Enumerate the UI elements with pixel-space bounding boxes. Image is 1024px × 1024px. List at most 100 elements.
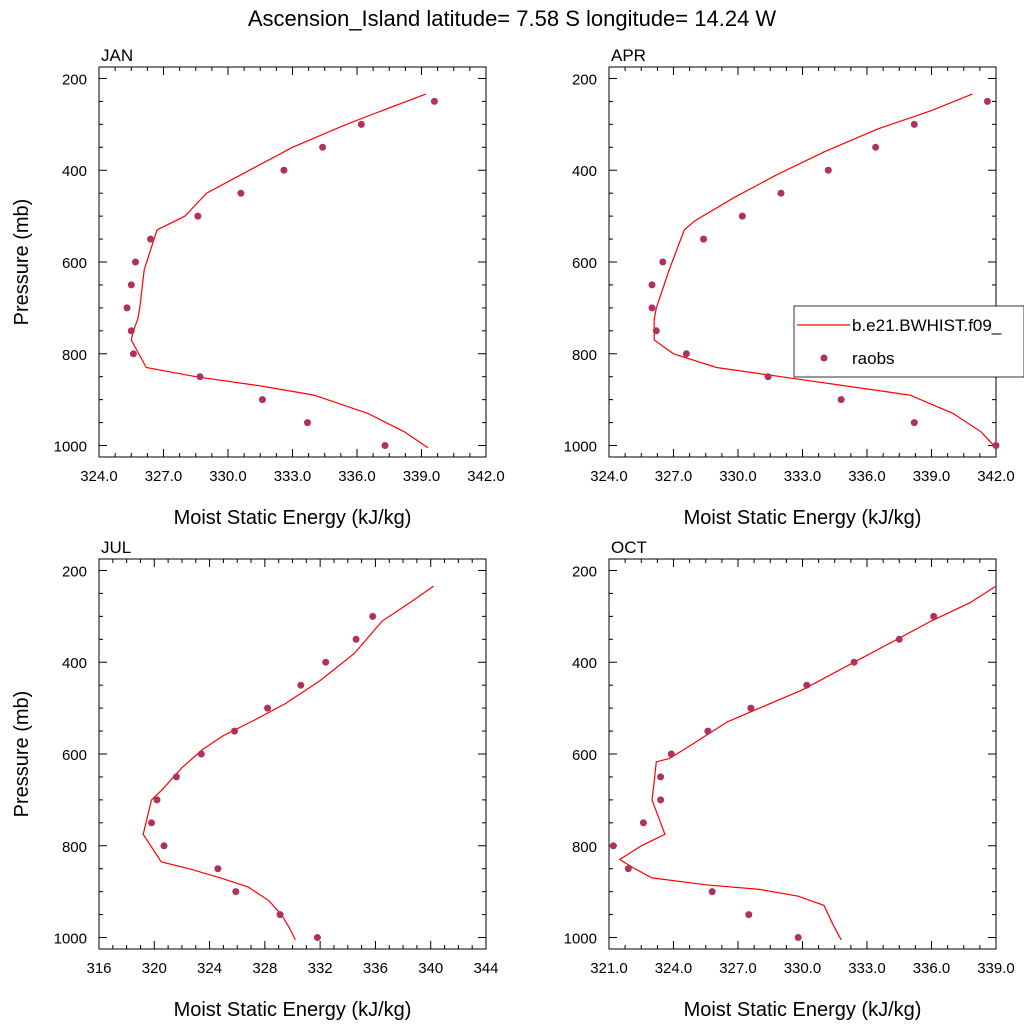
x-tick-label: 332 <box>308 960 333 977</box>
x-tick-label: 340 <box>418 960 443 977</box>
raobs-point <box>794 934 802 941</box>
model-profile-line <box>130 93 429 449</box>
raobs-point <box>196 373 204 381</box>
raobs-point <box>704 727 712 735</box>
y-tick-label: 200 <box>62 563 87 580</box>
raobs-point <box>232 888 240 896</box>
raobs-point <box>624 865 632 873</box>
y-tick-label: 200 <box>572 71 597 88</box>
x-tick-label: 336.0 <box>913 960 951 977</box>
raobs-point <box>639 819 647 827</box>
plot-frame <box>98 66 487 458</box>
raobs-point <box>322 658 330 666</box>
raobs-point <box>237 189 245 197</box>
raobs-point <box>160 842 168 850</box>
raobs-point <box>872 143 880 151</box>
y-tick-label: 400 <box>572 163 597 180</box>
raobs-point <box>910 120 918 128</box>
raobs-point <box>280 166 288 174</box>
x-tick-label: 330.0 <box>784 960 822 977</box>
x-tick-label: 324 <box>197 960 222 977</box>
x-tick-label: 336.0 <box>848 468 886 485</box>
panel-jan: JAN 324.0 327.0 330.0 333.0 336.0 339.0 342.0 20… <box>11 46 505 529</box>
x-tick-label: 327.0 <box>145 468 183 485</box>
y-tick-label: 200 <box>572 563 597 580</box>
x-tick-label: 342.0 <box>467 468 505 485</box>
legend: b.e21.BWHIST.f09_raobs <box>793 305 1024 378</box>
y-tick-label: 400 <box>62 655 87 672</box>
raobs-point <box>369 612 377 620</box>
raobs-point <box>747 704 755 712</box>
raobs-point <box>147 235 155 243</box>
raobs-point <box>313 934 321 941</box>
raobs-point <box>127 327 135 335</box>
y-tick-label: 600 <box>62 255 87 272</box>
raobs-point <box>824 166 832 174</box>
plot-frame <box>98 558 487 950</box>
legend-box <box>793 305 1024 378</box>
raobs-point <box>837 396 845 404</box>
raobs-point <box>123 304 131 312</box>
x-tick-label: 333.0 <box>784 468 822 485</box>
legend-line-label: b.e21.BWHIST.f09_ <box>852 316 1002 335</box>
raobs-point <box>304 419 311 427</box>
x-tick-label: 320 <box>142 960 167 977</box>
panel-label: OCT <box>611 538 647 557</box>
raobs-point <box>197 750 205 758</box>
panel-apr: APR 324.0 327.0 330.0 333.0 336.0 339.0 342.0 20… <box>564 46 1024 529</box>
raobs-point <box>659 258 667 266</box>
raobs-point <box>682 350 690 358</box>
model-profile-line <box>653 93 997 449</box>
y-tick-label: 1000 <box>564 439 597 456</box>
raobs-point <box>297 681 305 689</box>
raobs-point <box>667 750 675 758</box>
raobs-point <box>657 796 665 804</box>
raobs-point <box>895 635 903 643</box>
y-tick-label: 200 <box>62 71 87 88</box>
raobs-point <box>194 212 202 220</box>
x-tick-label: 344 <box>473 960 498 977</box>
raobs-point <box>745 911 753 919</box>
x-tick-label: 327.0 <box>655 468 693 485</box>
panel-label: JUL <box>101 538 131 557</box>
y-tick-label: 800 <box>62 347 87 364</box>
raobs-point <box>992 442 1000 449</box>
x-tick-label: 333.0 <box>848 960 886 977</box>
raobs-point <box>648 304 656 312</box>
x-axis-label: Moist Static Energy (kJ/kg) <box>684 999 922 1021</box>
x-tick-label: 333.0 <box>274 468 312 485</box>
y-axis-label: Pressure (mb) <box>11 199 33 326</box>
raobs-point <box>381 442 389 449</box>
y-tick-label: 600 <box>572 747 597 764</box>
raobs-point <box>153 796 161 804</box>
y-tick-label: 400 <box>62 163 87 180</box>
panel-oct: OCT 321.0 324.0 327.0 330.0 333.0 336.0 339.0 20… <box>564 538 1015 1021</box>
y-tick-label: 1000 <box>564 931 597 948</box>
raobs-point <box>214 865 222 873</box>
plot-frame <box>608 66 997 458</box>
x-tick-label: 339.0 <box>977 960 1015 977</box>
raobs-point <box>258 396 266 404</box>
legend-dot-swatch <box>820 354 828 362</box>
model-profile-line <box>142 585 434 941</box>
raobs-point <box>764 373 772 381</box>
x-tick-label: 342.0 <box>977 468 1015 485</box>
y-tick-label: 1000 <box>54 931 87 948</box>
y-tick-label: 400 <box>572 655 597 672</box>
x-tick-label: 316 <box>86 960 111 977</box>
raobs-point <box>352 635 360 643</box>
y-tick-label: 800 <box>572 347 597 364</box>
x-tick-label: 324.0 <box>80 468 118 485</box>
raobs-point <box>850 658 858 666</box>
raobs-point <box>357 120 365 128</box>
x-tick-label: 324.0 <box>655 960 693 977</box>
x-tick-label: 336.0 <box>338 468 376 485</box>
raobs-point <box>803 681 811 689</box>
x-tick-label: 327.0 <box>719 960 757 977</box>
raobs-point <box>983 97 991 105</box>
y-tick-label: 800 <box>572 839 597 856</box>
x-axis-label: Moist Static Energy (kJ/kg) <box>174 507 412 529</box>
raobs-point <box>148 819 155 827</box>
